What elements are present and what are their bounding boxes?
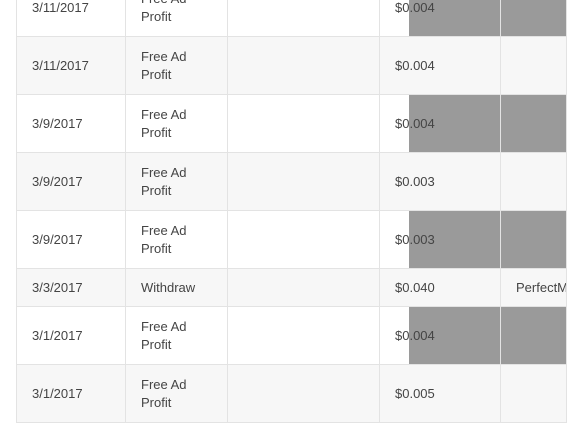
amount-value: $0.004 <box>395 57 435 73</box>
type-label: Free Ad Profit <box>141 222 187 256</box>
table-row: 3/9/2017 Free Ad Profit $0.003 <box>16 152 567 211</box>
date-cell: 3/11/2017 <box>16 36 126 95</box>
method-cell <box>500 36 567 95</box>
details-cell <box>227 94 380 153</box>
method-cell <box>500 210 567 269</box>
type-cell: Free Ad Profit <box>125 36 228 95</box>
date-cell: 3/11/2017 <box>16 0 126 37</box>
type-label: Withdraw <box>141 279 196 295</box>
type-cell: Withdraw <box>125 268 228 307</box>
details-cell <box>227 364 380 423</box>
type-cell: Free Ad Profit <box>125 94 228 153</box>
amount-cell: $0.004 <box>379 94 501 153</box>
method-cell <box>500 0 567 37</box>
redaction-overlay <box>409 211 500 268</box>
type-cell: Free Ad Profit <box>125 364 228 423</box>
type-cell: Free Ad Profit <box>125 210 228 269</box>
table-row: 3/9/2017 Free Ad Profit $0.004 <box>16 94 567 153</box>
type-label: Free Ad Profit <box>141 0 187 24</box>
amount-cell: $0.005 <box>379 364 501 423</box>
type-label: Free Ad Profit <box>141 106 187 140</box>
redaction-overlay <box>409 307 500 364</box>
redaction-overlay <box>501 95 566 152</box>
date-cell: 3/9/2017 <box>16 152 126 211</box>
table-row: 3/9/2017 Free Ad Profit $0.003 <box>16 210 567 269</box>
amount-value: $0.003 <box>395 231 435 247</box>
details-cell <box>227 152 380 211</box>
method-value: PerfectMoney <box>516 279 566 295</box>
amount-cell: $0.003 <box>379 210 501 269</box>
amount-value: $0.004 <box>395 0 435 15</box>
type-label: Free Ad Profit <box>141 164 187 198</box>
method-cell <box>500 306 567 365</box>
table-row: 3/1/2017 Free Ad Profit $0.004 <box>16 306 567 365</box>
details-cell <box>227 268 380 307</box>
date-cell: 3/3/2017 <box>16 268 126 307</box>
amount-cell: $0.004 <box>379 306 501 365</box>
details-cell <box>227 36 380 95</box>
table-row: 3/11/2017 Free Ad Profit $0.004 <box>16 0 567 37</box>
amount-value: $0.003 <box>395 173 435 189</box>
method-cell <box>500 364 567 423</box>
transactions-table-body: 3/11/2017 Free Ad Profit $0.004 3/11/2017 Fr… <box>16 0 567 423</box>
method-cell <box>500 94 567 153</box>
transactions-table: 3/11/2017 Free Ad Profit $0.004 3/11/2017 Fr… <box>16 0 567 423</box>
date-cell: 3/1/2017 <box>16 364 126 423</box>
amount-cell: $0.003 <box>379 152 501 211</box>
amount-value: $0.040 <box>395 279 435 295</box>
amount-value: $0.004 <box>395 327 435 343</box>
date-cell: 3/9/2017 <box>16 210 126 269</box>
type-label: Free Ad Profit <box>141 48 187 82</box>
method-cell <box>500 152 567 211</box>
amount-cell: $0.004 <box>379 0 501 37</box>
type-cell: Free Ad Profit <box>125 306 228 365</box>
type-label: Free Ad Profit <box>141 318 187 352</box>
table-row: 3/11/2017 Free Ad Profit $0.004 <box>16 36 567 95</box>
amount-value: $0.004 <box>395 115 435 131</box>
redaction-overlay <box>409 95 500 152</box>
redaction-overlay <box>501 307 566 364</box>
date-cell: 3/1/2017 <box>16 306 126 365</box>
method-cell: PerfectMoney <box>500 268 567 307</box>
amount-cell: $0.004 <box>379 36 501 95</box>
amount-value: $0.005 <box>395 385 435 401</box>
table-row: 3/1/2017 Free Ad Profit $0.005 <box>16 364 567 423</box>
type-cell: Free Ad Profit <box>125 152 228 211</box>
details-cell <box>227 0 380 37</box>
redaction-overlay <box>501 211 566 268</box>
date-cell: 3/9/2017 <box>16 94 126 153</box>
redaction-overlay <box>409 0 500 36</box>
type-cell: Free Ad Profit <box>125 0 228 37</box>
type-label: Free Ad Profit <box>141 376 187 410</box>
redaction-overlay <box>501 0 566 36</box>
details-cell <box>227 210 380 269</box>
amount-cell: $0.040 <box>379 268 501 307</box>
table-row: 3/3/2017 Withdraw $0.040 PerfectMoney <box>16 268 567 307</box>
details-cell <box>227 306 380 365</box>
